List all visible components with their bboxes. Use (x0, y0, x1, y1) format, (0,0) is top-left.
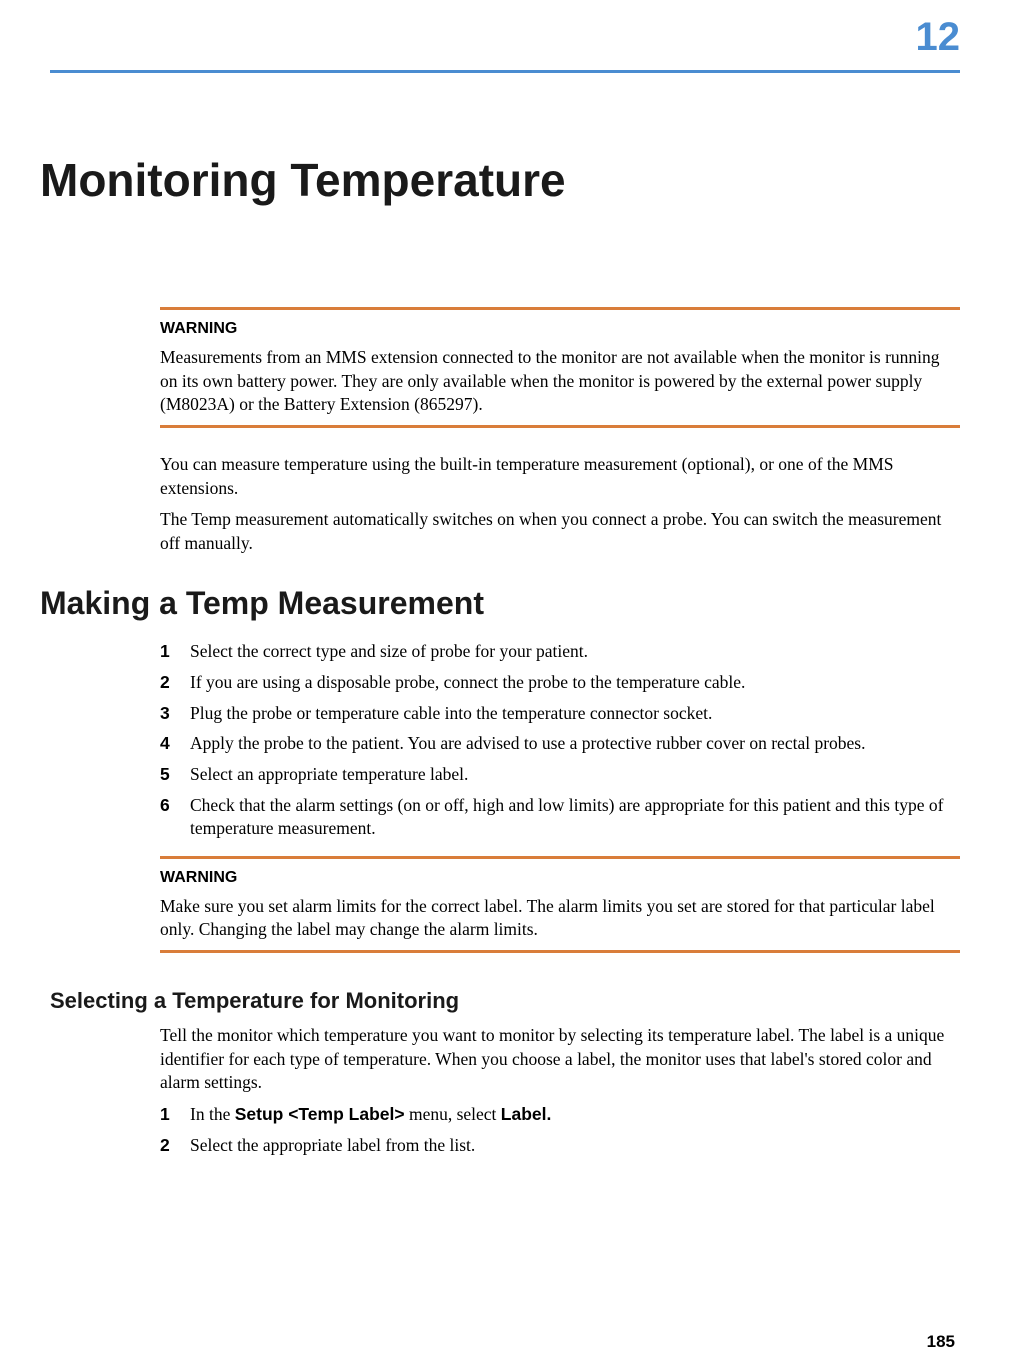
step-pre: In the (190, 1104, 235, 1124)
warning-text-1: Measurements from an MMS extension conne… (160, 346, 960, 417)
list-text: Select the appropriate label from the li… (190, 1134, 960, 1158)
list-item: 1 Select the correct type and size of pr… (160, 640, 960, 664)
step-mid: menu, select (405, 1104, 501, 1124)
chapter-number: 12 (50, 0, 960, 70)
warning-label-2: WARNING (160, 869, 960, 887)
list-number: 4 (160, 732, 190, 756)
list-number: 1 (160, 640, 190, 664)
list-number: 2 (160, 671, 190, 695)
list-number: 6 (160, 794, 190, 818)
list-text: If you are using a disposable probe, con… (190, 671, 960, 695)
warning-rule-bottom-1 (160, 425, 960, 428)
list-text: Apply the probe to the patient. You are … (190, 732, 960, 756)
intro-p1: You can measure temperature using the bu… (160, 453, 960, 500)
menu-setup-temp-label: Setup <Temp Label> (235, 1104, 405, 1124)
list-text: Select the correct type and size of prob… (190, 640, 960, 664)
warning-text-2: Make sure you set alarm limits for the c… (160, 895, 960, 942)
list-item: 2 Select the appropriate label from the … (160, 1134, 960, 1158)
warning-rule-top-2 (160, 856, 960, 859)
list-item: 6 Check that the alarm settings (on or o… (160, 794, 960, 841)
section2-p1: Tell the monitor which temperature you w… (160, 1024, 960, 1095)
list-number: 2 (160, 1134, 190, 1158)
list-text: Check that the alarm settings (on or off… (190, 794, 960, 841)
warning-rule-top-1 (160, 307, 960, 310)
section-making-temp: Making a Temp Measurement (40, 585, 960, 622)
warning-rule-bottom-2 (160, 950, 960, 953)
list-item: 4 Apply the probe to the patient. You ar… (160, 732, 960, 756)
warning-label-1: WARNING (160, 320, 960, 338)
list-number: 1 (160, 1103, 190, 1127)
list-number: 3 (160, 702, 190, 726)
header-rule (50, 70, 960, 73)
list-text: Plug the probe or temperature cable into… (190, 702, 960, 726)
list-text: Select an appropriate temperature label. (190, 763, 960, 787)
list-item: 2 If you are using a disposable probe, c… (160, 671, 960, 695)
list-text: In the Setup <Temp Label> menu, select L… (190, 1103, 960, 1127)
chapter-title: Monitoring Temperature (40, 153, 960, 207)
page-number: 185 (927, 1332, 955, 1352)
list-item: 3 Plug the probe or temperature cable in… (160, 702, 960, 726)
list-item: 1 In the Setup <Temp Label> menu, select… (160, 1103, 960, 1127)
intro-p2: The Temp measurement automatically switc… (160, 508, 960, 555)
menu-label: Label. (501, 1104, 552, 1124)
section-selecting-temp: Selecting a Temperature for Monitoring (50, 988, 960, 1014)
list-number: 5 (160, 763, 190, 787)
list-item: 5 Select an appropriate temperature labe… (160, 763, 960, 787)
